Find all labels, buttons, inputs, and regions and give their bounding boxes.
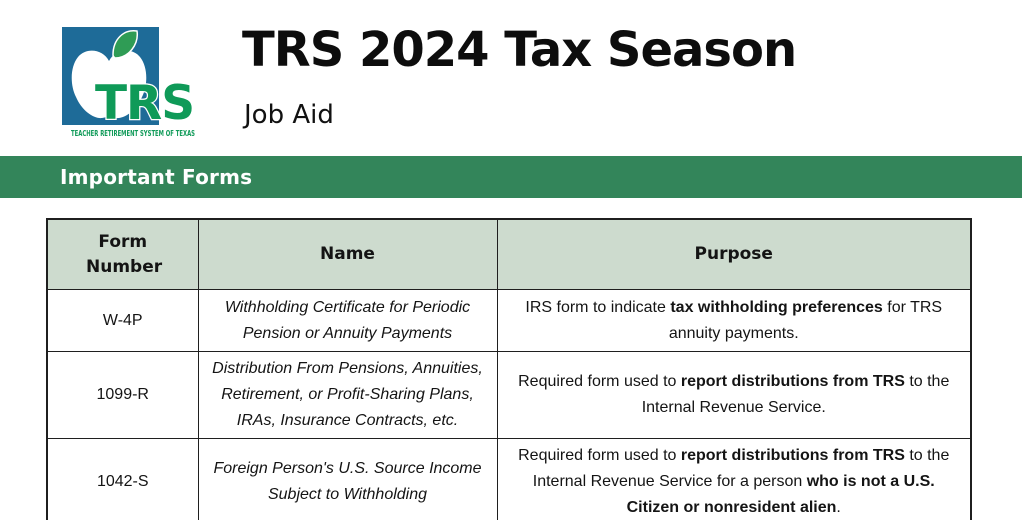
section-banner: Important Forms [0, 156, 1022, 198]
purpose-text: Required form used to [518, 446, 681, 464]
purpose-text: IRS form to indicate [525, 298, 671, 316]
page-subtitle: Job Aid [244, 100, 334, 130]
purpose-bold-text: tax withholding preferences [670, 298, 883, 316]
forms-table: Form Number Name Purpose W-4P Withholding… [46, 218, 972, 520]
form-name-cell: Withholding Certificate for Periodic Pen… [197, 289, 498, 352]
form-number-cell: W-4P [46, 289, 199, 352]
logo-tagline: TEACHER RETIREMENT SYSTEM OF TEXAS [71, 129, 195, 138]
purpose-bold-text: report distributions from TRS [680, 372, 905, 390]
leaf-icon [112, 30, 138, 59]
logo-acronym: TRS [95, 76, 194, 131]
trs-logo: TRS TEACHER RETIREMENT SYSTEM OF TEXAS [62, 27, 202, 139]
apple-icon [71, 50, 147, 119]
form-number-cell: 1099-R [46, 351, 199, 439]
purpose-text: to the Internal Revenue Service for a pe… [532, 446, 950, 490]
column-header-purpose: Purpose [496, 218, 972, 290]
form-purpose-cell: Required form used to report distributio… [496, 351, 972, 439]
purpose-text: for TRS annuity payments. [668, 298, 943, 342]
table-row: W-4P Withholding Certificate for Periodic… [46, 289, 972, 352]
form-number-cell: 1042-S [46, 437, 199, 520]
forms-table-body: W-4P Withholding Certificate for Periodic… [46, 289, 972, 520]
section-banner-label: Important Forms [60, 165, 253, 189]
form-purpose-cell: IRS form to indicate tax withholding pre… [496, 289, 972, 352]
form-name-cell: Foreign Person's U.S. Source Income Subj… [197, 437, 498, 520]
purpose-bold-text: who is not a U.S. Citizen or nonresident… [626, 472, 935, 516]
form-name-cell: Distribution From Pensions, Annuities, R… [197, 351, 498, 439]
forms-table-container: Form Number Name Purpose W-4P Withholding… [46, 218, 972, 520]
table-row: 1099-R Distribution From Pensions, Annuit… [46, 351, 972, 439]
table-row: 1042-S Foreign Person's U.S. Source Incom… [46, 437, 972, 520]
page-title: TRS 2024 Tax Season [242, 22, 797, 78]
purpose-text: . [836, 498, 841, 516]
table-header-row: Form Number Name Purpose [46, 218, 972, 290]
purpose-text: to the Internal Revenue Service. [641, 372, 950, 416]
purpose-text: Required form used to [518, 372, 681, 390]
form-purpose-cell: Required form used to report distributio… [496, 437, 972, 520]
purpose-bold-text: report distributions from TRS [680, 446, 905, 464]
column-header-name: Name [197, 218, 498, 290]
column-header-form-number: Form Number [46, 218, 199, 290]
